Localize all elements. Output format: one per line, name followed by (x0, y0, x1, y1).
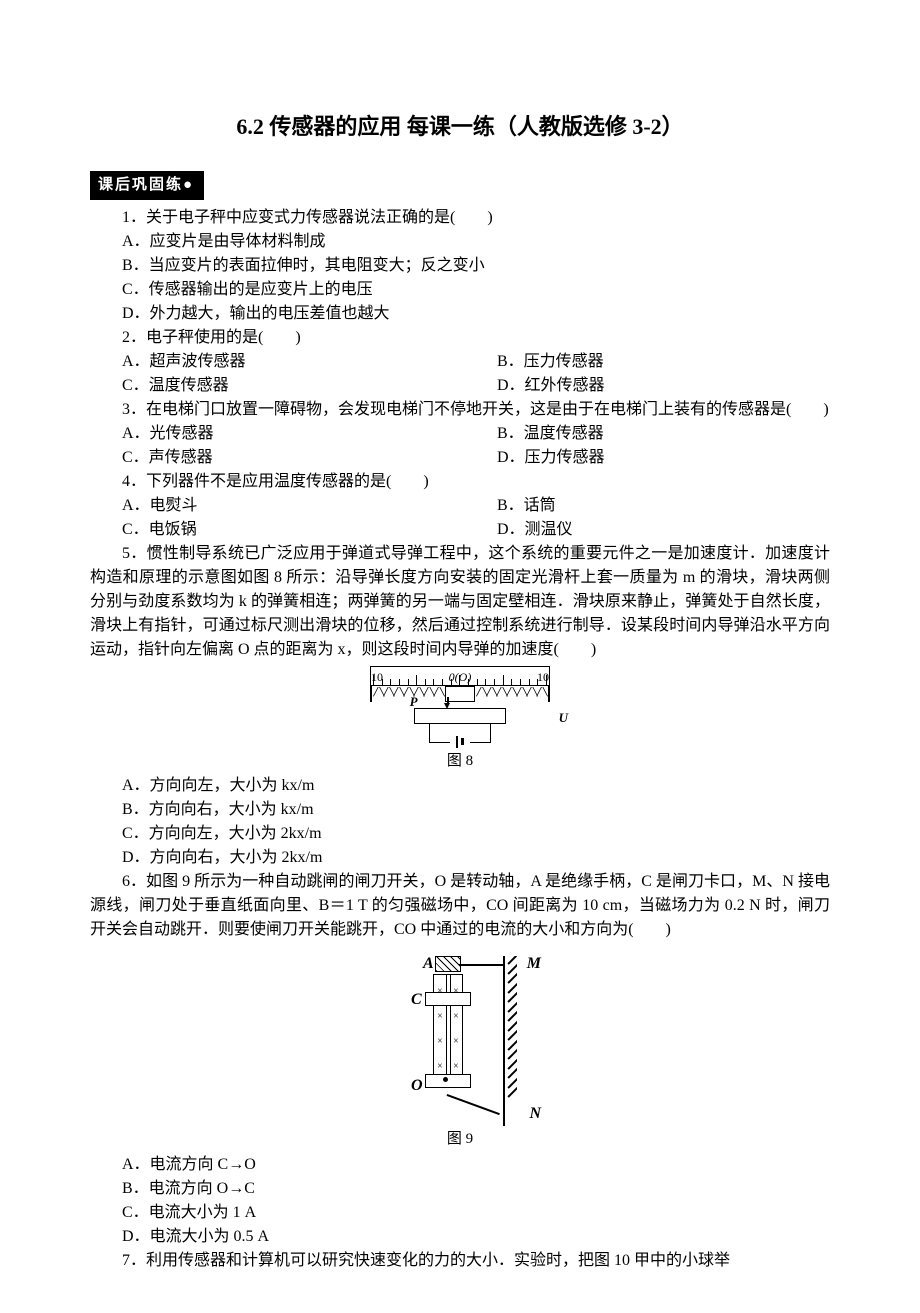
q6-D: D．电流大小为 0.5 A (90, 1225, 830, 1249)
q7-stem: 7．利用传感器和计算机可以研究快速变化的力的大小．实验时，把图 10 甲中的小球… (90, 1249, 830, 1273)
q1-D: D．外力越大，输出的电压差值也越大 (90, 302, 830, 326)
right-wall (548, 686, 550, 702)
q4-D: D．测温仪 (497, 518, 830, 542)
fig9-label-O: O (411, 1074, 423, 1098)
page-title: 6.2 传感器的应用 每课一练（人教版选修 3-2） (90, 110, 830, 143)
q2-options-row2: C．温度传感器 D．红外传感器 (90, 374, 830, 398)
fig9-blade: ×××× ×××× (433, 974, 463, 1084)
u-label: U (559, 708, 568, 728)
figure-9-label: 图 9 (90, 1128, 830, 1151)
q6-C: C．电流大小为 1 A (90, 1201, 830, 1225)
rheostat-tap (442, 697, 452, 709)
rheostat (414, 708, 506, 724)
q3-options-row1: A．光传感器 B．温度传感器 (90, 422, 830, 446)
figure-9: A M ×××× ×××× C O (90, 946, 830, 1151)
fig9-pivot-O (443, 1077, 448, 1082)
fig9-label-N: N (529, 1102, 541, 1126)
fig9-label-M: M (527, 952, 541, 976)
fig9-wire-N (447, 1094, 500, 1115)
q6-stem: 6．如图 9 所示为一种自动跳闸的闸刀开关，O 是转动轴，A 是绝缘手柄，C 是… (90, 870, 830, 942)
battery-icon (450, 740, 470, 744)
q3-D: D．压力传感器 (497, 446, 830, 470)
q5-stem: 5．惯性制导系统已广泛应用于弹道式导弹工程中，这个系统的重要元件之一是加速度计．… (90, 542, 830, 662)
figure-8-spring-row: ╱╲╱╲╱╲╱╲╱╲╱╲╱╲ ╱╲╱╲╱╲╱╲╱╲╱╲╱╲ (370, 686, 550, 702)
q3-stem: 3．在电梯门口放置一障碍物，会发现电梯门不停地开关，这是由于在电梯门上装有的传感… (90, 398, 830, 422)
left-spring: ╱╲╱╲╱╲╱╲╱╲╱╲╱╲ (372, 686, 445, 701)
section-header: 课后巩固练● (90, 171, 204, 200)
q3-C: C．声传感器 (90, 446, 497, 470)
q2-options-row1: A．超声波传感器 B．压力传感器 (90, 350, 830, 374)
figure-8-diagram: 10 0(O) 10 ╱╲╱╲╱╲╱╲╱╲╱╲╱╲ ╱╲╱╲╱╲╱╲╱╲╱╲╱╲… (370, 666, 550, 748)
right-spring: ╱╲╱╲╱╲╱╲╱╲╱╲╱╲ (475, 686, 548, 701)
q3-A: A．光传感器 (90, 422, 497, 446)
q4-stem: 4．下列器件不是应用温度传感器的是( ) (90, 470, 830, 494)
section-header-wrap: 课后巩固练● (90, 171, 830, 206)
fig9-label-A: A (423, 952, 434, 976)
q5-D: D．方向向右，大小为 2kx/m (90, 846, 830, 870)
q5-B: B．方向向右，大小为 kx/m (90, 798, 830, 822)
fig9-clip-O (425, 1074, 471, 1088)
fig9-wall-hatch (505, 956, 517, 1126)
q2-B: B．压力传感器 (497, 350, 830, 374)
q3-options-row2: C．声传感器 D．压力传感器 (90, 446, 830, 470)
figure-8-circuit: P U (370, 708, 550, 748)
q2-stem: 2．电子秤使用的是( ) (90, 326, 830, 350)
fig9-wire-M (459, 964, 504, 966)
q6-B: B．电流方向 O→C (90, 1177, 830, 1201)
q2-C: C．温度传感器 (90, 374, 497, 398)
q1-stem: 1．关于电子秤中应变式力传感器说法正确的是( ) (90, 206, 830, 230)
q4-A: A．电熨斗 (90, 494, 497, 518)
q2-D: D．红外传感器 (497, 374, 830, 398)
figure-9-diagram: A M ×××× ×××× C O (385, 946, 535, 1126)
q1-A: A．应变片是由导体材料制成 (90, 230, 830, 254)
bottom-wire (429, 724, 491, 743)
q4-B: B．话筒 (497, 494, 830, 518)
figure-8: 10 0(O) 10 ╱╲╱╲╱╲╱╲╱╲╱╲╱╲ ╱╲╱╲╱╲╱╲╱╲╱╲╱╲… (90, 666, 830, 773)
q1-C: C．传感器输出的是应变片上的电压 (90, 278, 830, 302)
q4-options-row2: C．电饭锅 D．测温仪 (90, 518, 830, 542)
q4-options-row1: A．电熨斗 B．话筒 (90, 494, 830, 518)
fig9-clip-C (425, 992, 471, 1006)
q3-B: B．温度传感器 (497, 422, 830, 446)
q5-C: C．方向向左，大小为 2kx/m (90, 822, 830, 846)
q6-A: A．电流方向 C→O (90, 1153, 830, 1177)
q5-A: A．方向向左，大小为 kx/m (90, 774, 830, 798)
q4-C: C．电饭锅 (90, 518, 497, 542)
q3-stem-text: 3．在电梯门口放置一障碍物，会发现电梯门不停地开关，这是由于在电梯门上装有的传感… (122, 401, 829, 418)
fig9-label-C: C (411, 988, 422, 1012)
figure-8-label: 图 8 (90, 750, 830, 773)
q1-B: B．当应变片的表面拉伸时，其电阻变大；反之变小 (90, 254, 830, 278)
q2-A: A．超声波传感器 (90, 350, 497, 374)
page: 6.2 传感器的应用 每课一练（人教版选修 3-2） 课后巩固练● 1．关于电子… (0, 0, 920, 1313)
